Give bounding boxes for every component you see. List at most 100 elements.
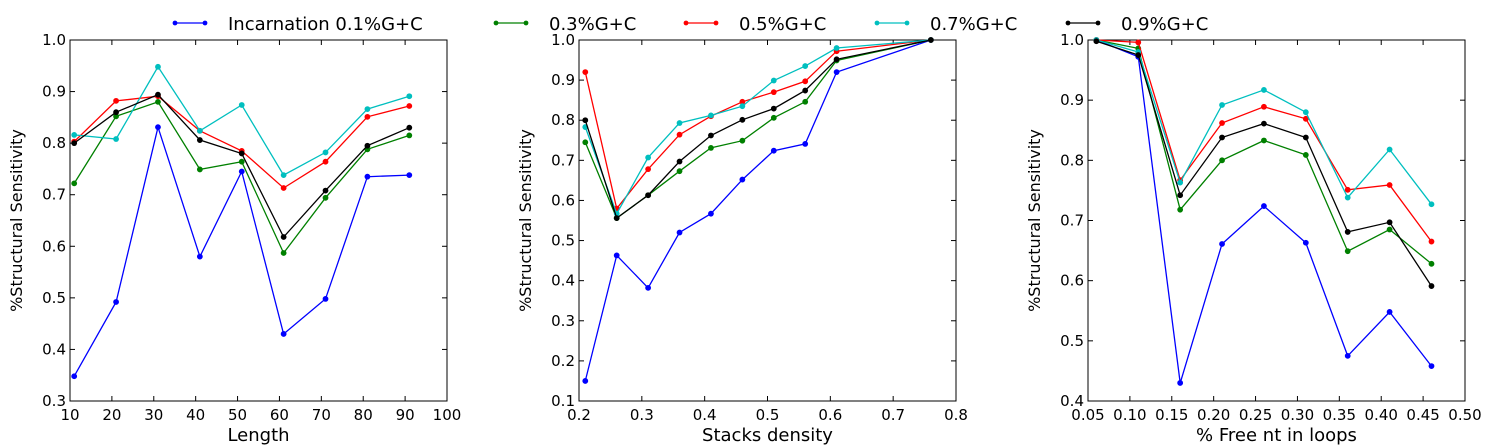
data-point bbox=[708, 132, 714, 139]
data-point bbox=[1386, 182, 1393, 188]
legend-marker bbox=[713, 20, 719, 26]
series-line bbox=[584, 39, 932, 220]
data-point bbox=[708, 112, 714, 119]
y-tick-label: 0.3 bbox=[42, 392, 66, 410]
y-tick-label: 0.5 bbox=[42, 289, 66, 307]
x-tick-label: 0.05 bbox=[1071, 406, 1104, 424]
y-tick-label: 1.0 bbox=[551, 31, 575, 49]
data-point bbox=[155, 63, 161, 70]
x-tick-label: 90 bbox=[396, 406, 415, 424]
legend-marker bbox=[1095, 20, 1101, 26]
data-point bbox=[1344, 194, 1351, 201]
x-tick-label: 0.3 bbox=[630, 406, 654, 424]
data-point bbox=[238, 168, 245, 175]
data-point bbox=[770, 89, 777, 96]
data-point bbox=[406, 132, 413, 139]
chart-panel-3: 0.05 0.10 0.15 0.20 0.25 0.30 0.35 0.40 0.45 0.50… bbox=[1025, 31, 1482, 446]
data-point bbox=[1177, 179, 1184, 186]
y-tick-label: 0.9 bbox=[551, 71, 575, 89]
x-tick-label: 0.5 bbox=[756, 406, 780, 424]
series-5 bbox=[71, 91, 413, 240]
data-point bbox=[645, 192, 652, 199]
data-point bbox=[1428, 201, 1435, 208]
legend-label: 0.9%G+C bbox=[1121, 14, 1208, 35]
data-point bbox=[1219, 120, 1225, 126]
data-point bbox=[113, 109, 119, 116]
data-point bbox=[196, 127, 203, 134]
legend-entry: Incarnation 0.1%G+C bbox=[172, 14, 423, 35]
data-point bbox=[322, 295, 329, 302]
series-5 bbox=[582, 37, 934, 221]
data-point bbox=[155, 91, 161, 98]
series-line bbox=[584, 39, 932, 382]
data-point bbox=[1386, 146, 1393, 153]
data-point bbox=[1344, 229, 1351, 235]
data-point bbox=[196, 137, 203, 143]
data-point bbox=[676, 158, 683, 165]
legend-entry: 0.3%G+C bbox=[493, 14, 636, 35]
plot-frame bbox=[69, 39, 448, 402]
y-tick-label: 0.7 bbox=[1060, 212, 1084, 230]
data-point bbox=[280, 185, 287, 191]
y-tick-label: 0.4 bbox=[1060, 392, 1084, 410]
data-point bbox=[406, 172, 413, 179]
series-line bbox=[584, 39, 931, 210]
x-tick-label: 20 bbox=[102, 406, 121, 424]
data-point bbox=[113, 97, 119, 104]
data-point bbox=[1261, 120, 1267, 127]
data-point bbox=[1177, 206, 1184, 213]
x-tick-label: 80 bbox=[354, 406, 373, 424]
legend-marker bbox=[202, 20, 208, 26]
x-tick-label: 0.20 bbox=[1197, 406, 1230, 424]
legend-marker bbox=[683, 20, 689, 26]
data-point bbox=[1261, 103, 1267, 110]
x-tick-label: 0.40 bbox=[1365, 406, 1398, 424]
data-point bbox=[739, 176, 746, 183]
data-point bbox=[739, 103, 746, 110]
data-point bbox=[1261, 203, 1267, 209]
data-point bbox=[1219, 102, 1225, 108]
y-tick-label: 0.8 bbox=[1060, 151, 1084, 169]
y-tick-label: 0.5 bbox=[551, 232, 575, 250]
data-point bbox=[676, 120, 683, 126]
y-tick-label: 1.0 bbox=[42, 31, 66, 49]
y-axis-label: %Structural Sensitivity bbox=[516, 129, 535, 312]
data-point bbox=[1344, 248, 1351, 255]
y-tick-label: 0.4 bbox=[42, 340, 66, 358]
data-point bbox=[645, 154, 652, 161]
x-tick-label: 100 bbox=[433, 406, 462, 424]
data-point bbox=[196, 166, 203, 173]
data-point bbox=[406, 93, 413, 100]
y-tick-label: 0.2 bbox=[551, 352, 575, 370]
data-point bbox=[71, 140, 78, 147]
data-point bbox=[833, 69, 840, 75]
y-tick-label: 0.6 bbox=[1060, 272, 1084, 290]
data-point bbox=[155, 124, 161, 131]
x-tick-label: 70 bbox=[312, 406, 331, 424]
series-3 bbox=[582, 37, 934, 212]
x-tick-label: 0.25 bbox=[1239, 406, 1272, 424]
data-point bbox=[322, 187, 329, 194]
data-point bbox=[708, 210, 714, 217]
y-tick-label: 0.7 bbox=[551, 151, 575, 169]
series-2 bbox=[71, 98, 413, 256]
data-point bbox=[1261, 87, 1267, 93]
data-point bbox=[1386, 309, 1393, 315]
data-point bbox=[238, 158, 245, 165]
data-point bbox=[238, 150, 245, 157]
data-point bbox=[582, 139, 589, 146]
data-point bbox=[1428, 363, 1435, 370]
data-point bbox=[322, 149, 329, 156]
data-point bbox=[364, 173, 371, 180]
x-tick-label: 0.35 bbox=[1323, 406, 1356, 424]
series-line bbox=[584, 39, 932, 220]
data-point bbox=[770, 147, 777, 154]
series-line bbox=[584, 39, 931, 216]
x-tick-label: 30 bbox=[144, 406, 163, 424]
data-point bbox=[364, 142, 371, 149]
data-point bbox=[1428, 238, 1435, 245]
legend-label: 0.5%G+C bbox=[739, 14, 826, 35]
x-axis-label: Length bbox=[227, 425, 289, 446]
data-point bbox=[196, 253, 203, 260]
y-axis-label: %Structural Sensitivity bbox=[1025, 129, 1044, 312]
